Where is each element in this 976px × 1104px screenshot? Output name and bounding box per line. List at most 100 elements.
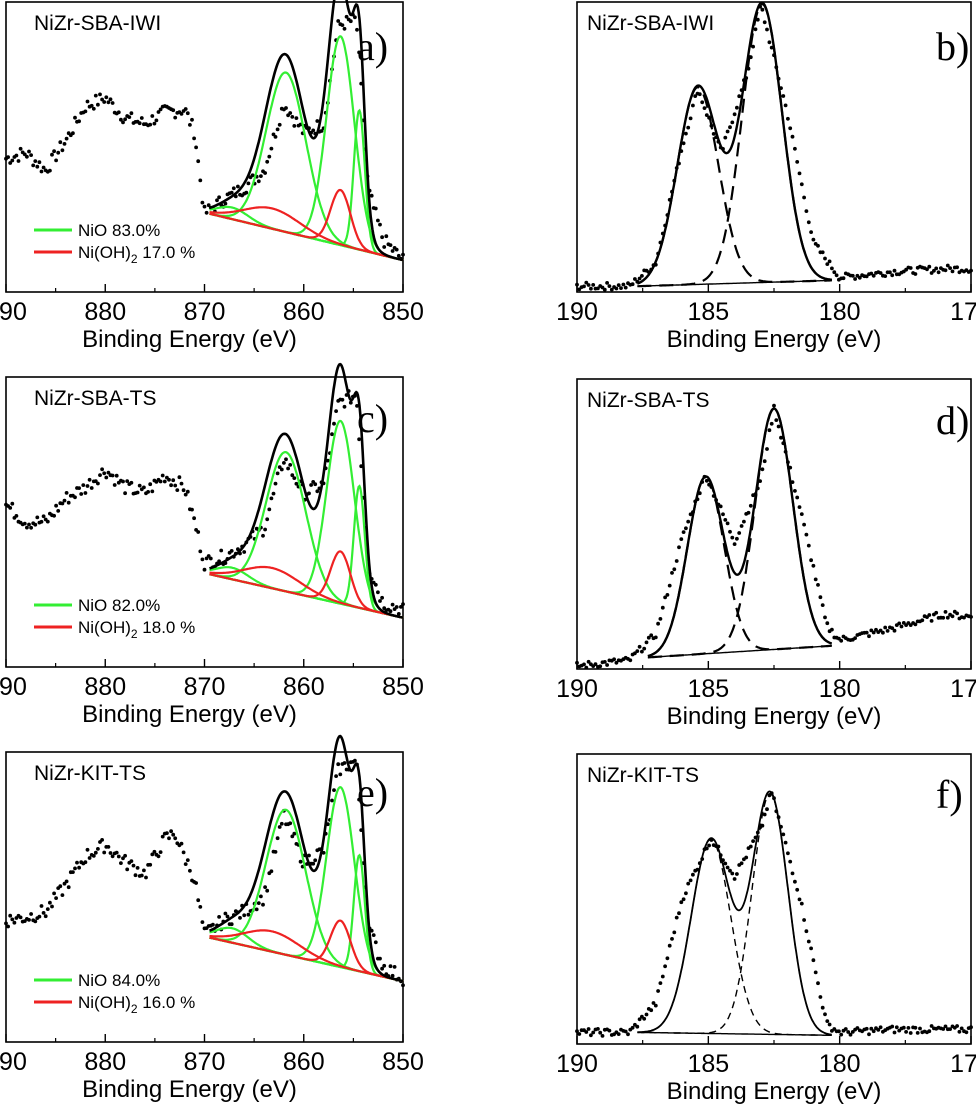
data-point — [102, 471, 107, 476]
data-point — [50, 152, 54, 157]
data-point — [582, 284, 586, 289]
data-point — [215, 198, 219, 203]
data-point — [175, 488, 180, 492]
data-point — [6, 155, 10, 160]
data-point — [380, 595, 384, 600]
legend-entry: NiO 82.0% — [78, 596, 160, 615]
data-point — [198, 178, 203, 183]
data-point — [830, 266, 834, 271]
data-point — [820, 1005, 825, 1010]
data-point — [883, 274, 888, 278]
x-tick-label: 850 — [382, 298, 424, 326]
data-point — [390, 973, 395, 978]
data-point — [121, 120, 125, 125]
data-point — [185, 489, 190, 494]
data-point — [823, 1012, 827, 1017]
data-point — [14, 514, 19, 518]
data-point — [256, 901, 261, 905]
data-point — [832, 270, 837, 275]
data-point — [238, 916, 242, 920]
data-point — [401, 602, 405, 606]
data-point — [943, 610, 948, 614]
data-point — [575, 660, 579, 665]
data-point — [311, 861, 316, 866]
data-point — [29, 153, 33, 158]
data-point — [198, 549, 203, 554]
legend-value: 84.0% — [107, 971, 160, 990]
data-point — [890, 626, 895, 630]
data-point — [737, 531, 742, 535]
data-point — [22, 521, 27, 526]
data-point — [765, 27, 769, 32]
data-point — [751, 839, 755, 843]
data-point — [325, 458, 330, 463]
data-point — [279, 467, 284, 472]
data-point — [762, 459, 767, 464]
legend-value: 17.0 % — [138, 243, 196, 262]
data-point — [748, 844, 753, 849]
data-point — [376, 590, 380, 595]
data-point — [774, 418, 779, 422]
data-point — [279, 821, 284, 826]
data-point — [908, 266, 913, 270]
data-point — [340, 397, 345, 402]
data-point — [679, 537, 684, 541]
data-point — [342, 404, 347, 409]
data-point — [962, 615, 966, 620]
data-point — [728, 868, 732, 873]
data-point — [871, 630, 876, 635]
data-point — [915, 1031, 920, 1035]
data-point — [793, 146, 797, 151]
data-point — [173, 836, 178, 841]
data-point — [959, 1026, 964, 1031]
data-point — [799, 901, 804, 906]
data-point — [686, 881, 691, 886]
data-point — [635, 1024, 640, 1029]
data-point — [75, 860, 79, 865]
data-point — [591, 1030, 596, 1035]
data-point — [955, 611, 959, 616]
data-point — [746, 510, 751, 515]
x-tick-label: 180 — [819, 298, 861, 326]
data-point — [686, 519, 691, 524]
data-point — [273, 135, 278, 139]
data-point — [390, 249, 395, 253]
data-point — [319, 129, 324, 133]
data-point — [371, 933, 376, 937]
data-point — [334, 409, 338, 413]
data-point — [100, 97, 104, 102]
nioh2-component — [209, 188, 404, 262]
data-point — [684, 131, 688, 136]
x-tick-label: 175 — [950, 298, 976, 326]
data-point — [188, 123, 192, 127]
data-point — [152, 121, 157, 126]
data-point — [104, 475, 109, 480]
data-point — [640, 274, 644, 278]
data-point — [871, 273, 876, 278]
data-point — [16, 159, 21, 163]
data-point — [196, 530, 201, 534]
data-point — [825, 621, 830, 626]
data-point — [106, 470, 111, 475]
data-point — [735, 536, 739, 541]
data-point — [152, 849, 157, 854]
data-point — [927, 613, 932, 617]
legend-subscript: 2 — [131, 252, 138, 266]
data-point — [139, 116, 144, 120]
data-point — [730, 871, 735, 876]
data-point — [171, 832, 176, 837]
data-point — [8, 161, 13, 165]
legend-entry: NiO 83.0% — [78, 221, 160, 240]
panel-b: 190 185 180 175 Binding Energy (eV) NiZr-SBA-… — [556, 1, 976, 353]
data-point — [344, 14, 349, 19]
data-point — [93, 850, 98, 855]
data-point — [125, 867, 130, 872]
data-point — [52, 513, 56, 518]
legend-entry: Ni(OH)2 18.0 % — [78, 618, 195, 641]
data-point — [139, 873, 144, 878]
data-point — [876, 1028, 881, 1032]
data-point — [39, 904, 44, 908]
data-point — [116, 854, 121, 859]
data-point — [748, 503, 753, 508]
data-point — [35, 515, 40, 520]
